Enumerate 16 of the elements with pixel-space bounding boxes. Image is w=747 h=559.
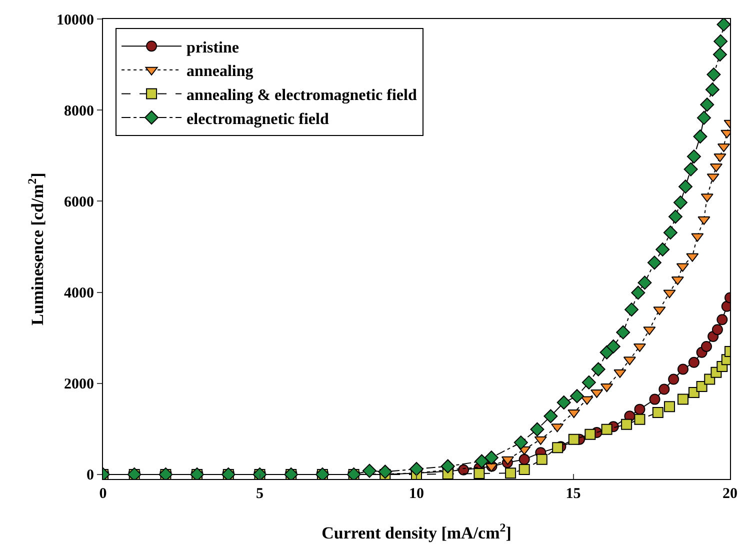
y-tick-label: 4000 — [64, 286, 94, 302]
x-axis-title: Current density [mA/cm$^{2}$] — [322, 520, 512, 542]
x-tick-label: 5 — [256, 486, 264, 502]
y-tick-label: 0 — [86, 468, 94, 484]
legend-label: annealing — [186, 63, 254, 80]
y-tick-label: 10000 — [56, 12, 94, 28]
x-tick-label: 20 — [722, 486, 738, 502]
x-tick-label: 15 — [566, 486, 581, 502]
y-tick-label: 8000 — [64, 103, 94, 120]
y-tick-label: 6000 — [64, 194, 94, 210]
x-tick-label: 10 — [409, 486, 424, 502]
x-tick-label: 0 — [99, 486, 107, 502]
legend-label: electromagnetic field — [186, 110, 329, 128]
legend-label: annealing & electromagnetic field — [186, 86, 417, 104]
y-tick-label: 2000 — [64, 376, 94, 393]
legend-label: pristine — [186, 39, 239, 56]
